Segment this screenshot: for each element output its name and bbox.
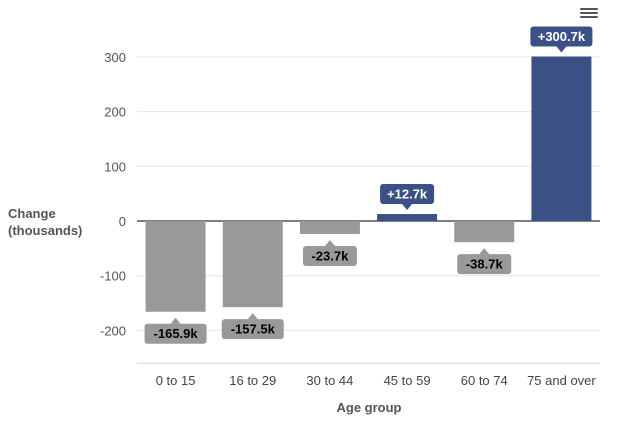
bar[interactable]	[454, 221, 515, 243]
svg-text:-165.9k: -165.9k	[154, 326, 199, 341]
bar[interactable]	[222, 221, 283, 308]
data-label: -23.7k	[302, 239, 357, 266]
y-axis-title: Change (thousands)	[8, 205, 82, 239]
bar[interactable]	[531, 56, 592, 221]
data-label: -165.9k	[144, 317, 207, 344]
y-tick-label: 200	[104, 105, 126, 120]
y-tick-label: 300	[104, 50, 126, 65]
bar[interactable]	[299, 221, 360, 234]
svg-text:-23.7k: -23.7k	[311, 248, 349, 263]
x-tick-label: 45 to 59	[384, 373, 431, 388]
x-tick-label: 16 to 29	[229, 373, 276, 388]
data-label: +12.7k	[380, 184, 435, 211]
data-label: -157.5k	[221, 313, 284, 340]
hamburger-menu-icon[interactable]	[580, 6, 598, 20]
data-label: -38.7k	[457, 248, 512, 275]
x-tick-label: 60 to 74	[461, 373, 508, 388]
x-axis-title: Age group	[337, 400, 402, 415]
svg-text:-157.5k: -157.5k	[231, 322, 276, 337]
y-tick-label: 100	[104, 159, 126, 174]
x-tick-label: 30 to 44	[306, 373, 353, 388]
y-tick-label: -100	[100, 269, 126, 284]
y-tick-label: -200	[100, 323, 126, 338]
x-tick-label: 75 and over	[527, 373, 596, 388]
y-axis-title-line1: Change	[8, 206, 56, 221]
y-tick-label: 0	[119, 214, 126, 229]
svg-text:+12.7k: +12.7k	[387, 187, 428, 202]
y-axis-title-line2: (thousands)	[8, 223, 83, 238]
bar[interactable]	[377, 214, 438, 221]
svg-text:+300.7k: +300.7k	[538, 29, 586, 44]
bar[interactable]	[145, 221, 206, 312]
x-tick-label: 0 to 15	[156, 373, 196, 388]
svg-text:-38.7k: -38.7k	[466, 257, 504, 272]
data-label: +300.7k	[530, 26, 593, 53]
